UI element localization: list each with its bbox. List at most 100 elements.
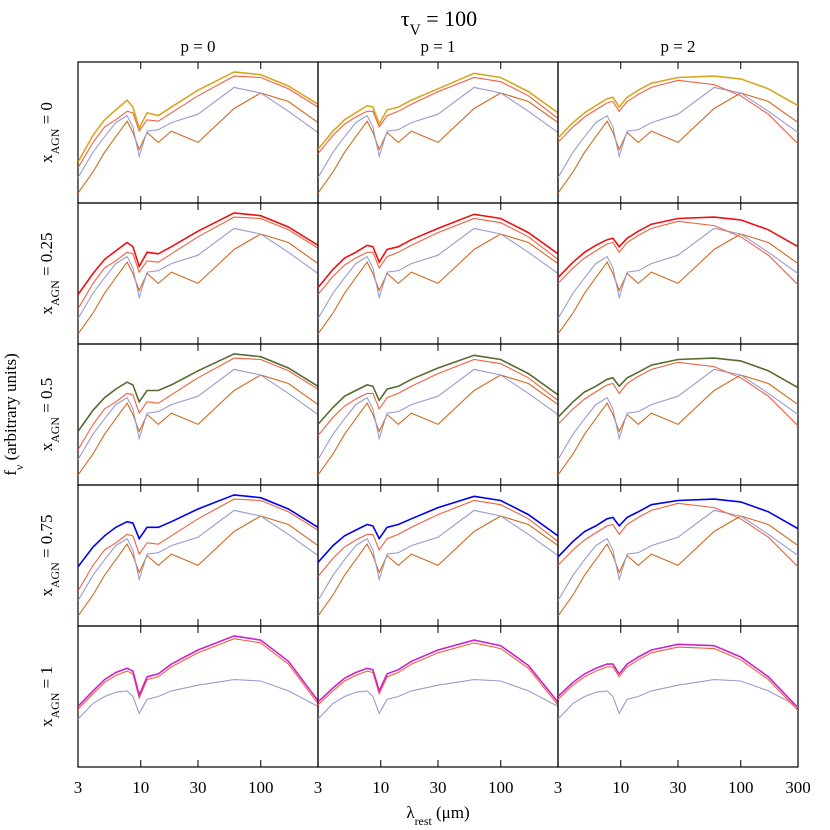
x-axis-label-main: λ — [406, 803, 415, 822]
row-label: xAGN = 0.5 — [37, 378, 62, 452]
x-tick-label: 30 — [670, 778, 687, 797]
row-label-sub: AGN — [48, 128, 62, 154]
sed-curve — [78, 86, 318, 178]
sed-curve — [558, 515, 798, 617]
panel-frame — [317, 484, 559, 627]
panel-frame — [317, 343, 559, 486]
sed-curve — [558, 374, 798, 476]
panel-frame — [317, 61, 559, 204]
row-label-sub: AGN — [48, 417, 62, 443]
sed-curve — [78, 71, 318, 163]
sed-curve — [78, 509, 318, 601]
x-tick-label: 300 — [785, 778, 811, 797]
sed-curve — [78, 75, 318, 169]
sed-curve — [318, 639, 558, 703]
sed-curve — [318, 374, 558, 476]
x-tick-label: 100 — [488, 778, 514, 797]
row-label-rest: = 0.75 — [37, 514, 56, 562]
row-label-sub: AGN — [48, 692, 62, 718]
sed-curve — [318, 76, 558, 155]
panel-frame — [557, 343, 799, 486]
x-tick-label: 30 — [430, 778, 447, 797]
sed-curve — [318, 642, 558, 706]
column-title: p = 1 — [420, 37, 455, 56]
row-label-main: x — [37, 442, 56, 451]
row-label: xAGN = 0.75 — [37, 514, 62, 596]
sed-curve — [558, 643, 798, 709]
panel-frame — [317, 202, 559, 345]
row-label-rest: = 0 — [37, 102, 56, 129]
chart-title: τV = 100 — [401, 6, 477, 39]
sed-curve — [78, 498, 318, 592]
sed-curve — [318, 679, 558, 720]
row-label-main: x — [37, 306, 56, 315]
x-tick-label: 3 — [554, 778, 563, 797]
column-title: p = 2 — [660, 37, 695, 56]
sed-curve — [78, 368, 318, 460]
sed-curve — [558, 220, 798, 286]
sed-curve — [558, 368, 798, 460]
x-axis-label-rest: (μm) — [432, 803, 470, 822]
sed-curve — [78, 679, 318, 720]
y-axis-label-sub: ν — [12, 464, 26, 470]
sed-curve — [318, 86, 558, 178]
chart-title-sub: V — [410, 22, 421, 39]
sed-curve — [558, 498, 798, 558]
sed-curve — [558, 92, 798, 194]
sed-curve — [78, 494, 318, 568]
sed-curve — [78, 357, 318, 451]
sed-curve — [318, 509, 558, 601]
x-tick-label: 3 — [74, 778, 83, 797]
sed-curve — [318, 368, 558, 460]
chart-title-main: τ — [401, 6, 410, 31]
sed-curve — [78, 515, 318, 617]
x-tick-label: 100 — [728, 778, 754, 797]
row-label-rest: = 0.25 — [37, 232, 56, 280]
sed-curve — [78, 92, 318, 194]
y-axis-label-main: f — [1, 470, 20, 476]
x-axis-label-sub: rest — [415, 814, 433, 828]
sed-curve — [318, 217, 558, 295]
row-label-rest: = 1 — [37, 666, 56, 693]
sed-curve — [558, 646, 798, 711]
sed-curve — [78, 212, 318, 296]
sed-curve — [558, 216, 798, 279]
sed-curve — [558, 357, 798, 418]
sed-curve — [318, 72, 558, 150]
sed-curve — [558, 679, 798, 720]
sed-curve — [558, 361, 798, 427]
row-label-sub: AGN — [48, 280, 62, 306]
column-title: p = 0 — [180, 37, 215, 56]
sed-curve — [318, 233, 558, 335]
sed-curve — [558, 75, 798, 139]
x-tick-label: 10 — [612, 778, 629, 797]
y-axis-label-rest: (arbitrary units) — [1, 353, 20, 464]
x-tick-label: 100 — [248, 778, 274, 797]
panel-frame — [557, 61, 799, 204]
x-tick-label: 10 — [132, 778, 149, 797]
x-axis-label: λrest (μm) — [406, 803, 469, 828]
sed-curve — [318, 358, 558, 436]
sed-curve — [78, 638, 318, 710]
row-label: xAGN = 0.25 — [37, 232, 62, 314]
sed-curve — [318, 354, 558, 425]
sed-curve — [558, 227, 798, 319]
sed-curve — [558, 79, 798, 145]
row-label-sub: AGN — [48, 562, 62, 588]
sed-curve — [78, 635, 318, 707]
sed-curve — [318, 213, 558, 289]
sed-curve — [78, 227, 318, 319]
sed-curve — [318, 495, 558, 564]
row-label-main: x — [37, 154, 56, 163]
row-label-main: x — [37, 588, 56, 597]
row-label-main: x — [37, 718, 56, 727]
panel-frame — [77, 625, 319, 768]
sed-curve — [558, 509, 798, 601]
x-tick-label: 3 — [314, 778, 323, 797]
sed-curve — [558, 86, 798, 178]
sed-curve — [78, 216, 318, 310]
y-axis-label: fν (arbitrary units) — [1, 353, 26, 475]
x-tick-label: 10 — [372, 778, 389, 797]
row-label: xAGN = 1 — [37, 666, 62, 727]
